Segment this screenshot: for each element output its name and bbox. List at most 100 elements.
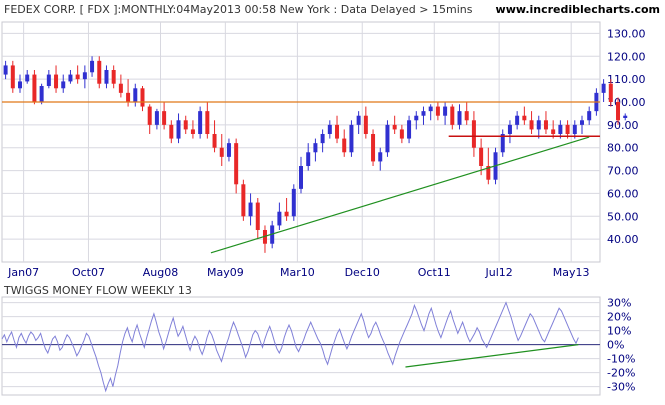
candle bbox=[176, 113, 181, 144]
candle bbox=[601, 79, 606, 102]
candle bbox=[335, 115, 340, 144]
candle-body bbox=[10, 65, 15, 89]
money-flow-tick-label: 0% bbox=[607, 339, 624, 352]
candle-body bbox=[587, 111, 592, 121]
candle-body bbox=[61, 81, 66, 89]
candle bbox=[219, 134, 224, 166]
candle bbox=[327, 120, 332, 139]
candle-body bbox=[565, 124, 570, 134]
candle bbox=[320, 129, 325, 153]
candle bbox=[39, 83, 44, 105]
candle bbox=[399, 124, 404, 144]
candle bbox=[543, 111, 548, 134]
candle bbox=[306, 143, 311, 171]
candle-body bbox=[176, 120, 181, 139]
candle-body bbox=[327, 124, 332, 134]
candle bbox=[291, 184, 296, 221]
candle-body bbox=[320, 134, 325, 144]
candle bbox=[378, 147, 383, 171]
candle bbox=[3, 60, 8, 80]
candle bbox=[349, 120, 354, 157]
candle-body bbox=[536, 120, 541, 130]
candle-body bbox=[363, 115, 368, 134]
candle-body bbox=[558, 124, 563, 134]
candle-body bbox=[608, 83, 613, 102]
candle-body bbox=[522, 115, 527, 121]
candle-body bbox=[500, 134, 505, 153]
candle-body bbox=[616, 102, 621, 121]
candle-body bbox=[75, 74, 80, 80]
candle bbox=[558, 120, 563, 139]
price-panel: 130.00120.00110.00100.0090.0080.0070.006… bbox=[1, 21, 646, 279]
candle-body bbox=[219, 147, 224, 157]
candle-body bbox=[140, 88, 145, 107]
candle bbox=[486, 147, 491, 185]
candle-body bbox=[543, 120, 548, 130]
candle-body bbox=[335, 124, 340, 139]
candle bbox=[608, 79, 613, 107]
candle bbox=[407, 115, 412, 144]
candle-body bbox=[154, 111, 159, 125]
candle bbox=[277, 202, 282, 230]
time-tick-label: Mar10 bbox=[280, 266, 315, 279]
candle bbox=[25, 70, 30, 84]
candle bbox=[212, 120, 217, 153]
candle-body bbox=[399, 129, 404, 139]
candle bbox=[529, 111, 534, 134]
candle bbox=[392, 115, 397, 134]
candle bbox=[169, 120, 174, 144]
candle bbox=[551, 120, 556, 139]
candle-body bbox=[349, 124, 354, 153]
candle-body bbox=[291, 188, 296, 217]
money-flow-tick-label: 20% bbox=[607, 311, 631, 324]
site-url[interactable]: www.incrediblecharts.com bbox=[496, 3, 660, 16]
price-tick-label: 120.00 bbox=[607, 50, 646, 63]
candle-body bbox=[284, 211, 289, 217]
candle bbox=[140, 86, 145, 112]
candle bbox=[414, 111, 419, 130]
candle-body bbox=[601, 83, 606, 93]
candle bbox=[450, 104, 455, 130]
candle bbox=[162, 102, 167, 130]
candle bbox=[198, 106, 203, 139]
candle-body bbox=[428, 106, 433, 112]
time-tick-label: Dec10 bbox=[345, 266, 380, 279]
candle-body bbox=[306, 152, 311, 166]
candle bbox=[464, 102, 469, 125]
candle bbox=[587, 106, 592, 125]
candle-body bbox=[414, 115, 419, 121]
money-flow-trendline bbox=[405, 344, 579, 368]
candle bbox=[104, 65, 109, 89]
price-trendline bbox=[210, 136, 590, 254]
candle bbox=[443, 102, 448, 125]
price-tick-label: 60.00 bbox=[607, 187, 639, 200]
candle bbox=[313, 138, 318, 162]
candle-body bbox=[551, 129, 556, 134]
candle-body bbox=[299, 166, 303, 189]
candle-body bbox=[111, 70, 116, 84]
candle-body bbox=[443, 106, 448, 116]
candle bbox=[356, 111, 361, 134]
candle bbox=[183, 115, 188, 134]
candle-body bbox=[529, 120, 534, 130]
candle bbox=[623, 113, 628, 121]
candle bbox=[616, 97, 621, 125]
candle bbox=[435, 102, 440, 121]
price-tick-label: 110.00 bbox=[607, 73, 646, 86]
candle-body bbox=[54, 74, 59, 89]
candle-body bbox=[385, 124, 390, 153]
candle bbox=[147, 104, 152, 134]
candle-body bbox=[97, 60, 102, 84]
candle bbox=[241, 179, 246, 221]
money-flow-tick-label: -20% bbox=[607, 367, 635, 380]
candle bbox=[428, 104, 433, 121]
candle bbox=[371, 129, 376, 166]
candle-body bbox=[277, 211, 282, 226]
candle bbox=[284, 198, 289, 221]
candle-body bbox=[471, 120, 476, 148]
candle-body bbox=[486, 166, 491, 180]
candle-body bbox=[579, 120, 584, 125]
candle-body bbox=[392, 124, 397, 130]
